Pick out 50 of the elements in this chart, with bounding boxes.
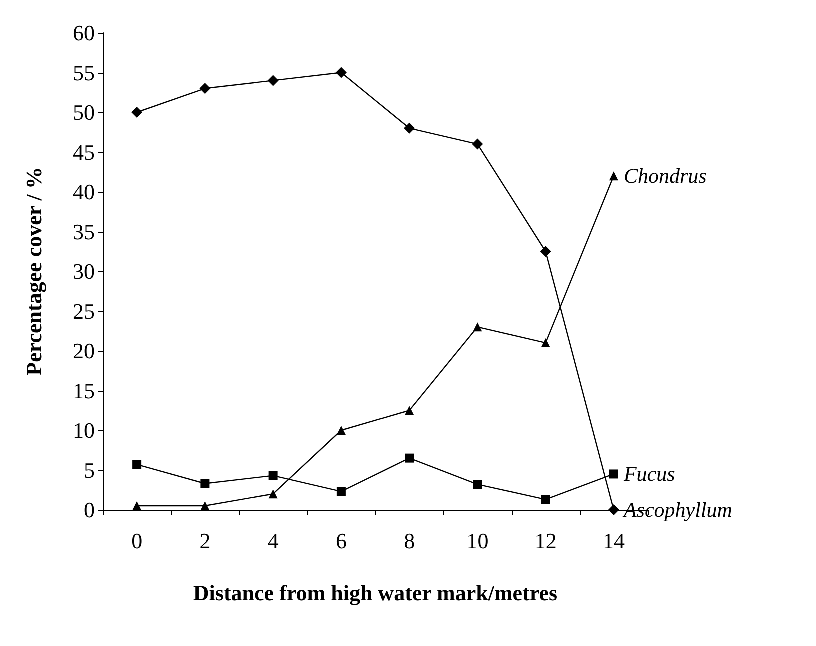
series-label: Fucus bbox=[622, 462, 676, 486]
x-tick-label: 10 bbox=[466, 528, 489, 554]
y-tick-label: 15 bbox=[73, 378, 95, 404]
point bbox=[200, 479, 210, 488]
y-tick-label: 35 bbox=[73, 219, 95, 244]
y-tick-label: 0 bbox=[84, 498, 95, 522]
y-tick-label: 50 bbox=[73, 100, 95, 125]
point bbox=[268, 75, 279, 86]
point bbox=[405, 406, 414, 416]
point bbox=[404, 122, 416, 134]
point bbox=[540, 246, 552, 258]
y-tick-label: 60 bbox=[73, 20, 95, 46]
x-tick-label: 12 bbox=[534, 528, 557, 554]
y-tick-label: 40 bbox=[73, 180, 95, 204]
y-tick-label: 55 bbox=[73, 60, 95, 86]
y-axis-title: Percentagee cover / % bbox=[22, 167, 46, 376]
point bbox=[200, 83, 211, 94]
point bbox=[473, 480, 482, 490]
point bbox=[608, 504, 620, 516]
x-axis-title: Distance from high water mark/metres bbox=[193, 580, 558, 606]
point bbox=[405, 454, 414, 463]
point bbox=[336, 487, 346, 496]
point bbox=[132, 502, 142, 511]
point bbox=[609, 470, 618, 479]
point bbox=[541, 495, 550, 504]
point bbox=[541, 338, 550, 348]
point bbox=[268, 490, 278, 499]
x-tick-label: 4 bbox=[268, 528, 279, 554]
x-tick-label: 14 bbox=[602, 528, 625, 554]
x-tick-label: 2 bbox=[200, 528, 211, 554]
y-tick-label: 5 bbox=[84, 458, 95, 483]
point bbox=[472, 138, 484, 150]
y-tick-label: 10 bbox=[73, 418, 95, 443]
x-tick-label: 0 bbox=[132, 528, 143, 554]
point bbox=[268, 471, 278, 480]
y-tick-label: 25 bbox=[73, 298, 95, 324]
y-tick-label: 45 bbox=[73, 140, 95, 165]
y-tick-label: 30 bbox=[73, 259, 95, 284]
series-label: Ascophyllum bbox=[622, 498, 732, 522]
point bbox=[609, 172, 618, 181]
point bbox=[132, 460, 142, 470]
point bbox=[473, 322, 482, 332]
series-label: Chondrus bbox=[624, 164, 707, 188]
point bbox=[336, 426, 346, 435]
point bbox=[200, 502, 210, 511]
y-tick-label: 20 bbox=[73, 338, 95, 364]
point bbox=[336, 67, 347, 78]
x-tick-label: 6 bbox=[336, 528, 347, 554]
x-tick-label: 8 bbox=[404, 528, 416, 554]
point bbox=[132, 107, 143, 118]
